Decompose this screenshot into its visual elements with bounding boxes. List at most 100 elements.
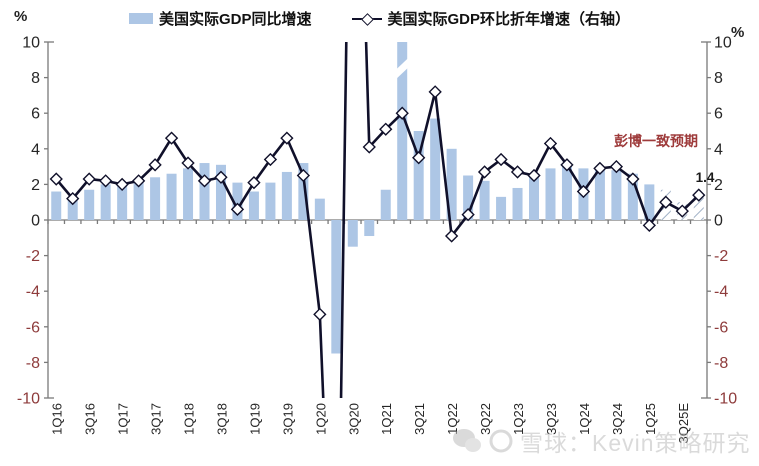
yoy-bar <box>644 184 655 220</box>
left-axis-unit: % <box>14 8 28 25</box>
x-axis-tick-label: 3Q17 <box>149 403 164 435</box>
left-axis-tick-label: 2 <box>31 177 40 194</box>
qoq-diamond-marker <box>642 218 656 232</box>
qoq-diamond-marker <box>362 140 376 154</box>
right-axis-tick-label: 8 <box>714 70 723 87</box>
bar-swatch-icon <box>128 13 153 24</box>
qoq-diamond-marker <box>148 158 162 172</box>
x-axis-tick-label: 3Q24 <box>610 403 625 435</box>
right-axis-tick-label: -6 <box>714 319 728 336</box>
qoq-diamond-marker <box>395 106 409 120</box>
qoq-diamond-marker <box>247 175 261 190</box>
qoq-diamond-marker <box>197 174 212 188</box>
yoy-bar <box>133 179 144 220</box>
qoq-diamond-marker <box>593 161 607 176</box>
yoy-bar <box>446 148 457 220</box>
qoq-line <box>55 42 700 398</box>
qoq-diamond-marker <box>428 85 442 99</box>
qoq-diamond-marker <box>494 152 508 167</box>
qoq-diamond-marker <box>99 174 113 188</box>
left-axis-tick-label: -8 <box>26 355 40 372</box>
wechat-icon <box>453 429 481 452</box>
qoq-diamond-marker <box>412 151 426 165</box>
yoy-bar <box>496 196 507 220</box>
chart-annotation: 彭博一致预期 <box>614 133 698 149</box>
yoy-bar <box>529 177 540 220</box>
right-axis-tick-label: 0 <box>714 213 723 230</box>
qoq-diamond-marker <box>609 159 624 174</box>
left-axis-tick-label: 4 <box>31 141 40 158</box>
x-axis-tick-label: 1Q21 <box>379 403 394 435</box>
yoy-bar <box>199 163 210 220</box>
qoq-diamond-marker <box>659 195 673 209</box>
yoy-bar <box>314 198 325 220</box>
yoy-bar <box>347 220 358 247</box>
legend-bar-label: 美国实际GDP同比增速 <box>158 11 312 28</box>
yoy-bar <box>265 182 276 220</box>
yoy-bar <box>463 175 474 220</box>
yoy-bar <box>84 189 95 220</box>
left-axis-tick-label: -2 <box>26 248 40 265</box>
qoq-diamond-marker <box>181 156 195 170</box>
right-axis-tick-label: 2 <box>714 177 723 194</box>
yoy-bar <box>183 168 194 220</box>
yoy-bar <box>479 180 490 220</box>
qoq-diamond-marker <box>280 131 294 145</box>
yoy-bar <box>611 170 622 220</box>
right-axis-tick-label: 6 <box>714 106 723 123</box>
yoy-bar <box>215 164 226 220</box>
qoq-diamond-marker <box>461 208 475 222</box>
yoy-bar <box>512 187 523 220</box>
yoy-bar <box>51 191 62 220</box>
qoq-diamond-marker <box>230 202 245 216</box>
yoy-bar <box>413 131 424 220</box>
yoy-bar <box>150 177 161 220</box>
qoq-diamond-marker <box>527 168 541 183</box>
qoq-diamond-marker <box>66 191 80 206</box>
yoy-bar <box>281 171 292 220</box>
x-axis-tick-label: 1Q17 <box>116 403 131 435</box>
left-axis-tick-label: 8 <box>31 70 40 87</box>
x-axis-tick-label: 3Q20 <box>346 403 361 435</box>
left-axis-tick-label: 10 <box>22 35 40 52</box>
yoy-forecast-bar <box>693 195 704 220</box>
qoq-diamond-marker <box>543 136 558 151</box>
yoy-bar <box>331 220 342 354</box>
right-axis-tick-label: 4 <box>714 141 723 158</box>
x-axis-tick-label: 3Q18 <box>214 403 229 435</box>
legend-line-label: 美国实际GDP环比折年增速（右轴） <box>387 11 631 28</box>
qoq-diamond-marker <box>313 307 327 321</box>
yoy-bar <box>67 196 78 220</box>
legend-item-yoy-bars: 美国实际GDP同比增速 <box>128 8 312 29</box>
qoq-diamond-marker <box>560 158 574 172</box>
x-axis-tick-label: 1Q19 <box>247 403 262 435</box>
yoy-bar <box>430 118 441 220</box>
qoq-diamond-marker <box>49 172 63 186</box>
yoy-bar <box>232 182 243 220</box>
qoq-diamond-marker <box>675 204 689 218</box>
chart-legend: 美国实际GDP同比增速 美国实际GDP环比折年增速（右轴） <box>0 8 759 29</box>
qoq-diamond-marker <box>131 174 146 188</box>
qoq-diamond-marker <box>576 184 591 199</box>
qoq-diamond-marker <box>263 152 278 167</box>
left-axis-tick-label: 0 <box>31 213 40 230</box>
qoq-diamond-marker <box>379 122 393 136</box>
chart-annotation: 1.4 <box>696 170 715 185</box>
left-axis-tick-label: -4 <box>26 284 40 301</box>
right-axis-tick-label: -4 <box>714 284 728 301</box>
qoq-diamond-marker <box>115 177 129 192</box>
yoy-bar <box>100 184 111 220</box>
x-axis-tick-label: 1Q18 <box>182 403 197 435</box>
qoq-diamond-marker <box>444 229 459 243</box>
yoy-bar <box>248 191 259 220</box>
qoq-diamond-marker <box>214 170 228 184</box>
x-axis-tick-label: 1Q16 <box>50 403 65 435</box>
left-axis-tick-label: 6 <box>31 106 40 123</box>
qoq-diamond-marker <box>510 165 525 179</box>
watermark: 雪球：Kevin策略研究 <box>452 424 751 458</box>
qoq-diamond-marker <box>477 165 492 179</box>
yoy-bar <box>545 168 556 220</box>
x-axis-tick-label: 1Q25 <box>643 403 658 435</box>
line-marker-swatch-icon <box>351 12 382 26</box>
